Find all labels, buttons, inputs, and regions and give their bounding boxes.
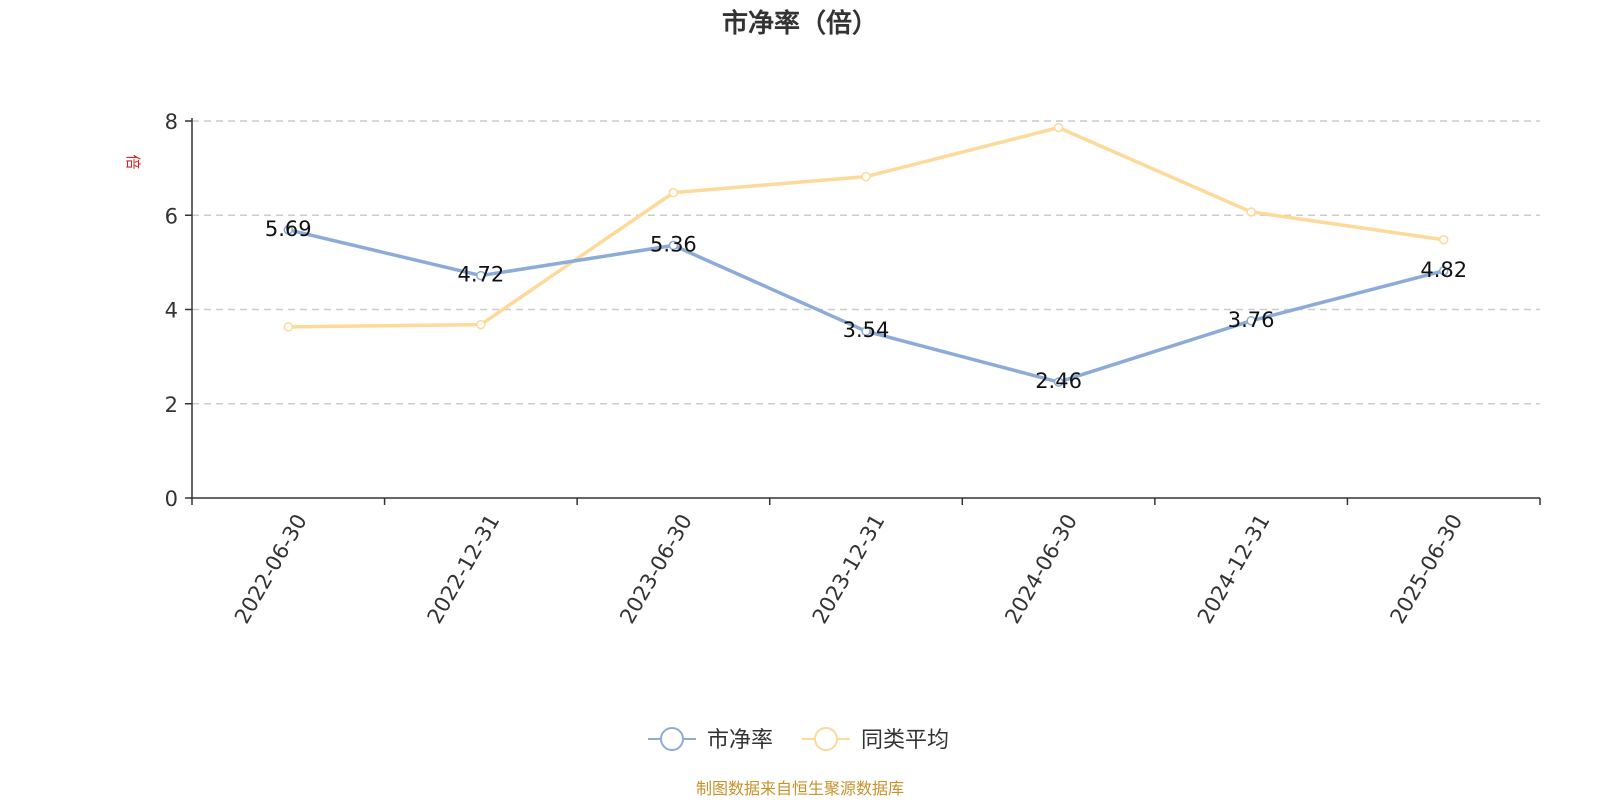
series-point[interactable]: [1053, 122, 1064, 133]
legend: 市净率 同类平均: [648, 727, 949, 753]
y-tick-label: 4: [165, 299, 178, 323]
series-lines: [283, 122, 1449, 387]
y-tick-label: 2: [165, 393, 178, 417]
data-label: 5.36: [650, 232, 697, 256]
series-point[interactable]: [283, 322, 294, 332]
x-tick-label: 2023-12-31: [808, 510, 890, 628]
y-tick-label: 0: [165, 487, 178, 511]
data-label: 3.54: [843, 318, 890, 342]
series-line: [288, 125, 1444, 329]
legend-label-pb: 市净率: [707, 728, 773, 753]
data-label: 4.72: [457, 263, 504, 287]
x-tick-label: 2024-12-31: [1193, 510, 1275, 628]
legend-marker-pb: [660, 727, 684, 751]
legend-marker-peer-average: [814, 727, 838, 751]
series-point[interactable]: [1246, 316, 1256, 326]
data-label: 3.76: [1228, 308, 1275, 332]
series-point[interactable]: [283, 225, 294, 235]
series-point[interactable]: [1246, 207, 1256, 217]
series-point[interactable]: [1438, 235, 1449, 245]
legend-label-peer-average: 同类平均: [861, 728, 949, 753]
x-tick-label: 2022-06-30: [230, 510, 312, 628]
x-tick-label: 2024-06-30: [1000, 510, 1082, 628]
y-tick-label: 8: [165, 110, 178, 134]
chart-title: 市净率（倍）: [722, 8, 878, 39]
data-label: 5.69: [265, 217, 312, 241]
series-point[interactable]: [668, 240, 679, 251]
series-point[interactable]: [668, 187, 679, 198]
axes: 0 2 4 6 8 2022-06-30 2022-12-31 2023-06-30 2023-…: [165, 110, 1541, 628]
series-point[interactable]: [861, 326, 871, 336]
source-note: 制图数据来自恒生聚源数据库: [696, 779, 904, 798]
series-point[interactable]: [476, 270, 486, 281]
x-tick-label: 2022-12-31: [423, 510, 505, 628]
y-tick-label: 6: [165, 204, 178, 228]
data-label: 4.82: [1420, 258, 1467, 282]
x-tick-label: 2023-06-30: [615, 510, 697, 628]
x-tick-label: 2025-06-30: [1385, 510, 1467, 628]
series-point[interactable]: [476, 319, 486, 330]
data-label: 2.46: [1035, 369, 1082, 393]
series-point[interactable]: [1053, 377, 1064, 387]
grid-lines: [192, 120, 1540, 405]
y-unit-label: 倍: [124, 154, 142, 169]
legend-item-pb[interactable]: 市净率: [648, 727, 773, 753]
series-line: [287, 228, 1445, 384]
series-point[interactable]: [861, 171, 871, 182]
legend-item-peer-average[interactable]: 同类平均: [802, 727, 949, 753]
series-point[interactable]: [1438, 266, 1449, 276]
data-labels: 5.69 4.72 5.36 3.54 2.46 3.76 4.82: [265, 217, 1467, 393]
